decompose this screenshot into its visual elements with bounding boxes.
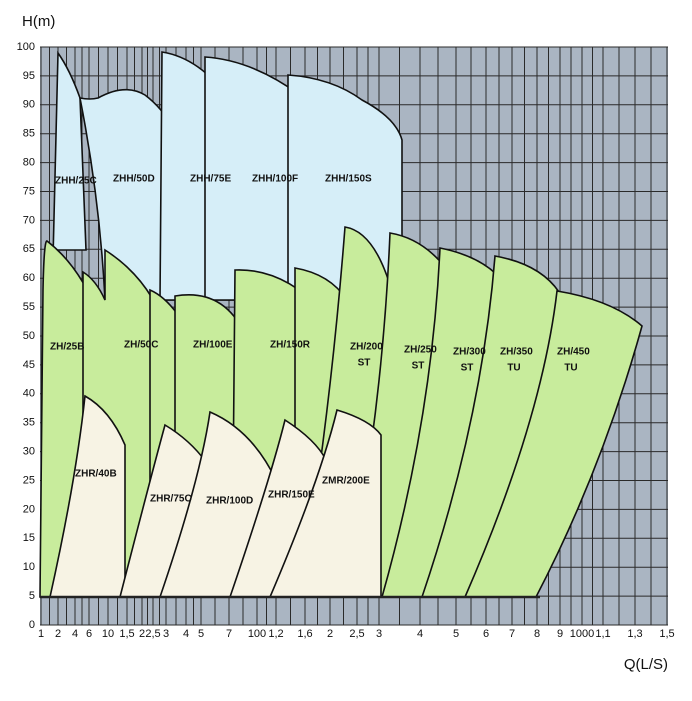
x-tick-label: 2	[55, 628, 61, 640]
region-label: ZHH/150S	[325, 174, 372, 185]
x-tick-label: 6	[483, 628, 489, 640]
region-label: ZHH/75E	[190, 174, 231, 185]
y-tick-label: 15	[23, 532, 35, 544]
x-tick-label: 6	[86, 628, 92, 640]
y-axis-title: H(m)	[22, 13, 55, 30]
x-tick-label: 1,3	[627, 628, 642, 640]
region-label: ZH/350	[500, 347, 533, 358]
x-tick-label: 7	[509, 628, 515, 640]
x-tick-label: 1	[38, 628, 44, 640]
x-tick-label: 2	[139, 628, 145, 640]
y-tick-label: 35	[23, 417, 35, 429]
region-label: ZH/300	[453, 347, 486, 358]
x-tick-label: 8	[534, 628, 540, 640]
region	[49, 394, 126, 598]
x-tick-label: 2,5	[349, 628, 364, 640]
y-tick-label: 25	[23, 474, 35, 486]
x-axis-title: Q(L/S)	[624, 656, 668, 673]
y-tick-label: 95	[23, 70, 35, 82]
x-tick-label: 10	[102, 628, 114, 640]
x-tick-label: 4	[72, 628, 78, 640]
x-tick-label: 1,1	[595, 628, 610, 640]
region-label: ZHH/100F	[252, 174, 298, 185]
y-tick-label: 90	[23, 99, 35, 111]
region-label: ZH/50C	[124, 340, 158, 351]
region-label: ZHR/150E	[268, 490, 315, 501]
x-tick-label: 2,5	[145, 628, 160, 640]
region-label: ZHR/75C	[150, 494, 192, 505]
x-tick-label: 1,5	[659, 628, 674, 640]
region-label: TU	[507, 363, 520, 374]
x-tick-label: 3	[163, 628, 169, 640]
y-tick-label: 45	[23, 359, 35, 371]
region-label: ZHR/100D	[206, 496, 253, 507]
region-label: ZHH/25C	[55, 176, 97, 187]
y-tick-label: 0	[29, 619, 35, 631]
region	[268, 408, 382, 598]
y-tick-label: 70	[23, 214, 35, 226]
region-label: ST	[412, 361, 425, 372]
region-label: ZH/25B	[50, 342, 84, 353]
x-tick-label: 3	[376, 628, 382, 640]
y-tick-label: 80	[23, 157, 35, 169]
x-tick-label: 2	[327, 628, 333, 640]
x-tick-label: 5	[453, 628, 459, 640]
x-tick-label: 5	[198, 628, 204, 640]
y-tick-label: 20	[23, 503, 35, 515]
region-label: TU	[564, 363, 577, 374]
region-label: ZH/200	[350, 342, 383, 353]
x-tick-label: 100	[248, 628, 266, 640]
region-label: ST	[358, 358, 371, 369]
x-tick-label: 4	[183, 628, 189, 640]
y-tick-label: 75	[23, 185, 35, 197]
y-tick-label: 30	[23, 446, 35, 458]
y-tick-label: 60	[23, 272, 35, 284]
region-label: ZHH/50D	[113, 174, 155, 185]
region-label: ZH/450	[557, 347, 590, 358]
x-tick-label: 1000	[570, 628, 594, 640]
y-tick-label: 55	[23, 301, 35, 313]
region	[463, 290, 643, 598]
y-tick-label: 50	[23, 330, 35, 342]
region-label: ZH/100E	[193, 340, 233, 351]
region	[51, 50, 87, 301]
x-tick-label: 1,5	[119, 628, 134, 640]
x-tick-label: 1,6	[297, 628, 312, 640]
x-tick-label: 4	[417, 628, 423, 640]
y-tick-label: 10	[23, 561, 35, 573]
y-tick-label: 5	[29, 590, 35, 602]
region-label: ZHR/40B	[75, 469, 117, 480]
y-tick-label: 100	[17, 41, 35, 53]
region-label: ZMR/200E	[322, 476, 370, 487]
y-tick-label: 65	[23, 243, 35, 255]
x-tick-label: 1,2	[268, 628, 283, 640]
x-tick-label: 7	[226, 628, 232, 640]
region-label: ST	[461, 363, 474, 374]
region-label: ZH/250	[404, 345, 437, 356]
y-tick-label: 85	[23, 128, 35, 140]
x-tick-label: 9	[557, 628, 563, 640]
region-label: ZH/150R	[270, 340, 311, 351]
y-tick-label: 40	[23, 388, 35, 400]
region	[287, 74, 403, 301]
